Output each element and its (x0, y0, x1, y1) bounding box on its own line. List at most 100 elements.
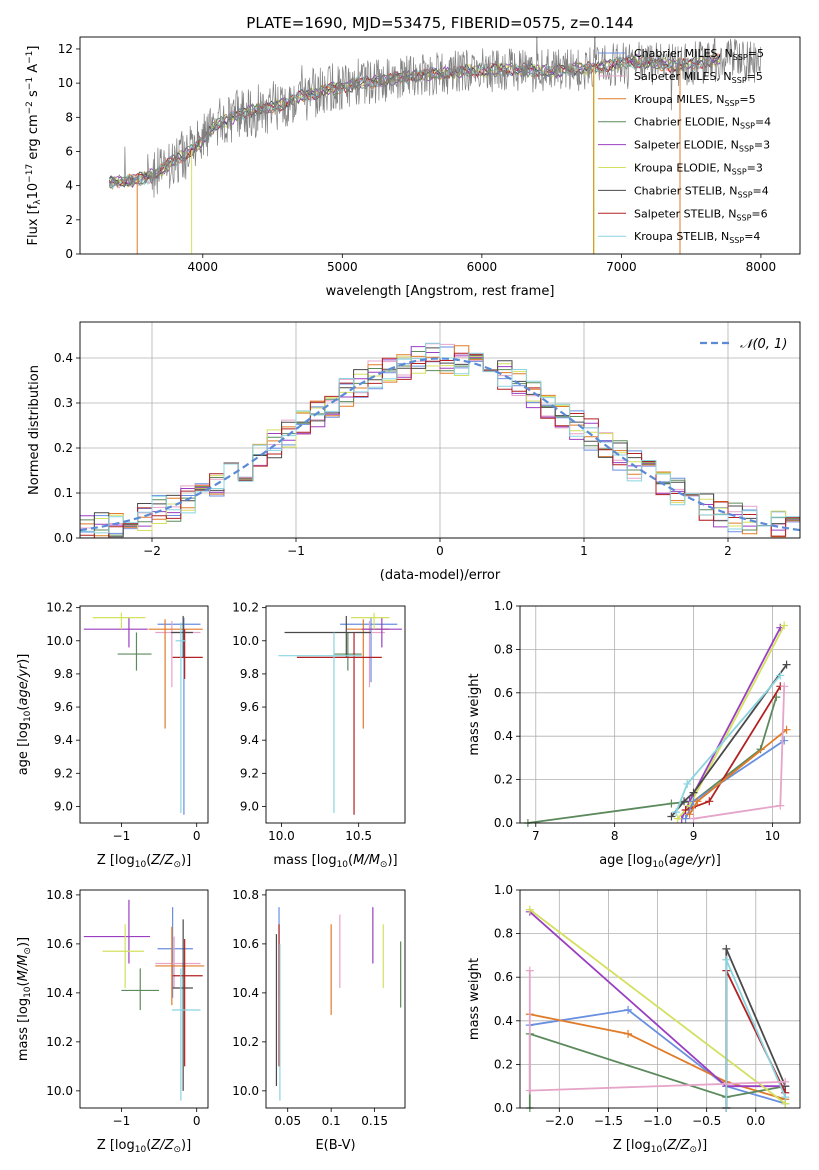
y-tick-label: 0.8 (494, 642, 513, 656)
y-tick-label: 10.2 (46, 1035, 73, 1049)
weight-point (667, 799, 676, 808)
histogram-panel: −2 −1 0 1 2 0.0 0.1 0.2 0.3 0.4 𝒩(0, 1) (data-model… (27, 321, 801, 583)
y-tick-label: 10.6 (46, 937, 73, 951)
y-tick-label: 0 (65, 247, 73, 261)
x-axis-label: Z [log10(Z/Z⊙)] (97, 1138, 191, 1155)
weight-series-kroupa-elodie (525, 905, 790, 1108)
weight-point (782, 725, 791, 734)
legend-entry: Kroupa ELODIE, NSSP=3 (634, 162, 763, 177)
x-tick-label: 1 (580, 544, 588, 558)
weight-series-kroupa-stelib (672, 671, 785, 817)
y-tick-label: 10.2 (46, 601, 73, 615)
y-tick-label: 6 (65, 144, 73, 158)
y-tick-label: 9.4 (240, 733, 259, 747)
weight-point (683, 779, 692, 788)
x-tick-label: −1.5 (594, 1114, 623, 1128)
axes-frame (79, 889, 209, 1109)
weight-series-kroupa-miles (685, 725, 791, 819)
mass-vs-Z-panel: −1 0 10.0 10.2 10.4 10.6 10.8 Z [log10(Z/Z⊙)] ma… (16, 888, 209, 1155)
errorbar-kroupa-elodie (102, 924, 144, 988)
errorbar-salpeter-miles (155, 936, 201, 988)
y-tick-label: 9.0 (54, 799, 73, 813)
y-tick-label: 10.0 (46, 1084, 73, 1098)
y-tick-label: 9.0 (240, 799, 259, 813)
x-tick-label: 0 (193, 1114, 201, 1128)
errorbar-salpeter-stelib (296, 632, 382, 815)
weight-point (525, 1086, 534, 1095)
x-axis-label: wavelength [Angstrom, rest frame] (326, 284, 555, 299)
legend-entry: Chabrier MILES, NSSP=5 (634, 47, 764, 62)
errorbar-chabrier-stelib (171, 615, 193, 658)
y-tick-label: 0.8 (494, 927, 513, 941)
y-tick-label: 0.6 (494, 686, 513, 700)
legend-entry: Chabrier STELIB, NSSP=4 (634, 184, 769, 199)
x-tick-label: 2 (724, 544, 732, 558)
spectrum-panel: 4000 5000 6000 7000 8000 0 2 4 6 8 10 12 wavelength … (25, 36, 801, 299)
weight-line (685, 685, 782, 811)
x-tick-label: −0.5 (692, 1114, 721, 1128)
errorbar-salpeter-elodie (83, 617, 148, 648)
y-tick-label: 9.2 (240, 766, 259, 780)
y-tick-label: 9.4 (54, 733, 73, 747)
errorbar-kroupa-miles (148, 619, 203, 729)
y-tick-label: 0.4 (494, 1014, 513, 1028)
legend-entry: Chabrier ELODIE, NSSP=4 (634, 116, 771, 131)
y-axis-label: mass [log10(M/M⊙)] (16, 937, 33, 1061)
y-tick-label: 10.2 (232, 601, 259, 615)
data-spectrum (108, 37, 762, 198)
figure-title: PLATE=1690, MJD=53475, FIBERID=0575, z=0… (246, 14, 633, 32)
axes-frame (519, 889, 801, 1109)
x-tick-label: 7000 (606, 260, 637, 274)
weight-point (689, 814, 698, 823)
y-tick-label: 10.4 (232, 986, 259, 1000)
y-tick-label: 12 (58, 42, 73, 56)
y-tick-label: 4 (65, 179, 73, 193)
weight-point (624, 1029, 633, 1038)
y-tick-label: 0.0 (494, 1101, 513, 1115)
legend-entry: Kroupa STELIB, NSSP=4 (634, 230, 760, 245)
weight-line (529, 908, 786, 1105)
errorbar-chabrier-miles (157, 907, 193, 998)
weight-line (529, 1013, 786, 1101)
x-tick-label: 10.0 (268, 829, 295, 843)
x-tick-label: −1 (287, 544, 305, 558)
weight-point (780, 621, 789, 630)
x-tick-label: 0 (436, 544, 444, 558)
x-tick-label: 0.15 (361, 1114, 388, 1128)
x-axis-label: mass [log10(M/M⊙)] (273, 853, 397, 870)
weight-point (782, 660, 791, 669)
x-tick-label: 10 (765, 829, 780, 843)
y-tick-label: 9.6 (54, 700, 73, 714)
x-tick-label: −2 (143, 544, 161, 558)
errorbar-salpeter-elodie (83, 899, 151, 964)
axes-frame (519, 605, 801, 824)
y-tick-label: 0.2 (54, 441, 73, 455)
weight-point (776, 671, 785, 680)
x-tick-label: −1 (113, 1114, 131, 1128)
x-axis-label: E(B-V) (315, 1138, 355, 1153)
histogram-kroupa-stelib (80, 342, 800, 538)
y-tick-label: 0.4 (54, 351, 73, 365)
y-tick-label: 10 (58, 76, 73, 90)
errorbar-chabrier-elodie (117, 632, 152, 671)
errorbar-kroupa-elodie (92, 612, 146, 630)
x-axis-label: Z [log10(Z/Z⊙)] (613, 1138, 707, 1155)
histogram-steps (80, 342, 800, 538)
y-tick-label: 0.0 (54, 531, 73, 545)
x-tick-label: 7 (532, 829, 540, 843)
x-tick-label: 0.0 (746, 1114, 765, 1128)
y-tick-label: 10.8 (46, 888, 73, 902)
y-tick-label: 10.2 (232, 1035, 259, 1049)
weight-point (673, 814, 682, 823)
y-tick-label: 0.2 (494, 773, 513, 787)
y-tick-label: 9.2 (54, 766, 73, 780)
x-tick-label: 6000 (467, 260, 498, 274)
weight-point (667, 812, 676, 821)
age-vs-Z-panel: −1 0 9.0 9.2 9.4 9.6 9.8 10.0 10.2 Z [log10(Z/Z⊙)… (16, 601, 209, 870)
panels: 4000 5000 6000 7000 8000024681012wavelength … (16, 36, 801, 1155)
mass-vs-EBV-panel: 0.05 0.1 0.15 10.0 10.2 10.4 10.6 10.8 E(B-V) (232, 888, 406, 1153)
errorbar-chabrier-stelib (284, 615, 372, 658)
y-tick-label: 10.8 (232, 888, 259, 902)
